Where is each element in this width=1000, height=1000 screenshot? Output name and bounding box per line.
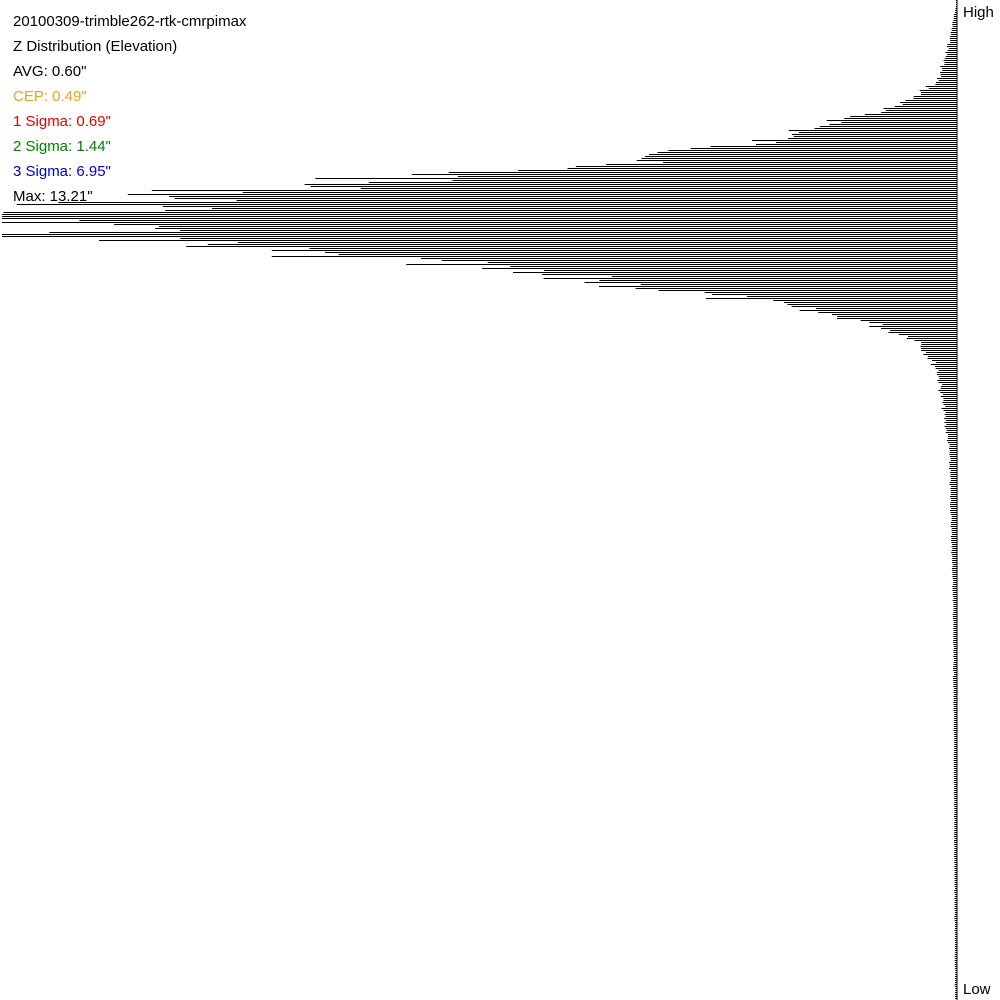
axis-label-low: Low <box>963 981 991 998</box>
chart-subtitle: Z Distribution (Elevation) <box>13 38 178 55</box>
histogram-bars <box>2 0 957 999</box>
stat-max: Max: 13.21" <box>13 188 93 205</box>
stat-cep: CEP: 0.49" <box>13 88 87 105</box>
stat-sigma2: 2 Sigma: 1.44" <box>13 138 111 155</box>
stats-legend: 20100309-trimble262-rtk-cmrpimax Z Distr… <box>13 9 246 209</box>
stat-avg: AVG: 0.60" <box>13 63 87 80</box>
stat-sigma3: 3 Sigma: 6.95" <box>13 163 111 180</box>
chart-title: 20100309-trimble262-rtk-cmrpimax <box>13 13 247 30</box>
stat-sigma1: 1 Sigma: 0.69" <box>13 113 111 130</box>
axis-label-high: High <box>963 4 994 21</box>
